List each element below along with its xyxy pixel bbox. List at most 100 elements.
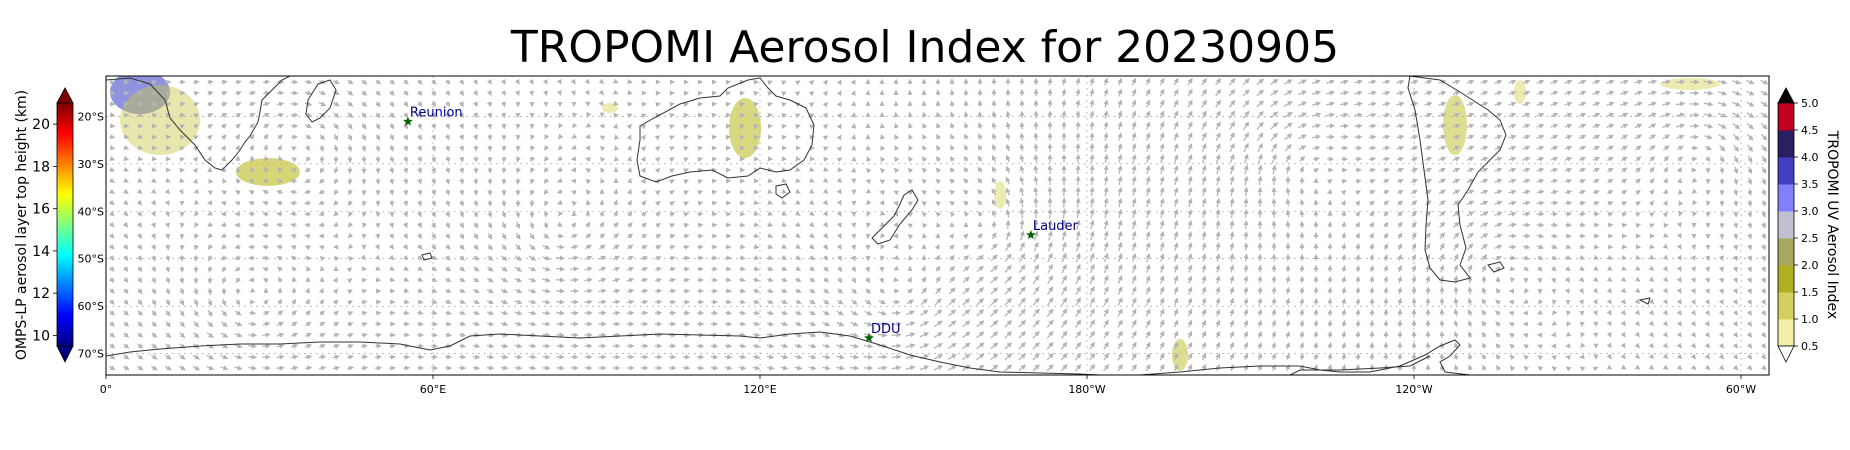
wind-arrow [584, 89, 590, 96]
wind-arrow [1439, 353, 1445, 360]
wind-arrow [1536, 112, 1545, 118]
wind-arrow [542, 332, 551, 338]
wind-arrow [1256, 89, 1265, 97]
wind-arrow [1592, 101, 1601, 107]
wind-arrow [613, 134, 619, 140]
wind-arrow [1061, 110, 1067, 119]
wind-arrow [1341, 275, 1347, 283]
wind-arrow [165, 222, 171, 229]
wind-arrow [1369, 156, 1377, 162]
wind-arrow [1228, 78, 1236, 86]
wind-arrow [375, 332, 382, 338]
wind-arrow [836, 90, 842, 97]
wind-arrow [837, 167, 843, 173]
wind-arrow [389, 123, 394, 130]
wind-arrow [290, 79, 299, 85]
wind-arrow [1033, 132, 1039, 141]
wind-arrow [304, 123, 313, 129]
wind-arrow [1703, 79, 1714, 85]
wind-arrow [556, 244, 565, 250]
wind-arrow [1368, 145, 1377, 151]
right-colorbar-upper-extend [1777, 87, 1795, 104]
wind-arrow [1705, 167, 1711, 174]
wind-arrow [1760, 90, 1769, 96]
wind-arrow [235, 102, 242, 107]
wind-arrow [291, 134, 298, 140]
wind-arrow [319, 123, 326, 129]
wind-arrow [1005, 219, 1011, 229]
wind-arrow [1075, 110, 1081, 119]
wind-arrow [1283, 111, 1293, 118]
right-colorbar-band [1778, 103, 1794, 131]
wind-arrow [556, 266, 566, 272]
wind-arrow [724, 343, 733, 349]
wind-arrow [1187, 99, 1193, 108]
wind-arrow [612, 310, 621, 316]
wind-arrow [375, 233, 381, 240]
wind-arrow [767, 80, 773, 86]
wind-arrow [1354, 123, 1363, 129]
wind-arrow [1340, 90, 1349, 96]
wind-arrow [1075, 175, 1081, 186]
wind-arrow [1579, 233, 1586, 239]
wind-arrow [472, 90, 478, 97]
wind-arrow [389, 112, 395, 119]
wind-arrow [403, 112, 409, 119]
wind-arrow [458, 79, 465, 85]
wind-arrow [780, 80, 787, 86]
wind-arrow [767, 112, 774, 118]
wind-arrow [430, 101, 437, 108]
wind-arrow [1508, 233, 1517, 239]
wind-arrow [221, 102, 228, 107]
wind-arrow [1283, 101, 1293, 107]
wind-arrow [612, 100, 619, 106]
wind-arrow [1256, 78, 1265, 86]
wind-arrow [375, 310, 382, 316]
wind-arrow [1620, 79, 1629, 85]
wind-arrow [235, 79, 242, 85]
wind-arrow [514, 90, 520, 97]
wind-arrow [822, 101, 828, 108]
wind-arrow [1159, 121, 1165, 130]
wind-arrow [739, 90, 746, 96]
wind-arrow [1131, 88, 1137, 97]
wind-arrow [472, 101, 478, 108]
wind-arrow [1326, 112, 1336, 118]
wind-arrow [767, 178, 774, 184]
wind-arrow [893, 122, 900, 129]
wind-arrow [543, 112, 549, 119]
wind-arrow [1438, 90, 1447, 96]
wind-arrow [1592, 112, 1601, 118]
wind-arrow [472, 79, 478, 85]
wind-arrow [626, 321, 635, 327]
right-colorbar-tick-label: 4.0 [1801, 151, 1819, 164]
wind-arrow [445, 354, 453, 360]
wind-arrow [249, 102, 256, 107]
wind-arrow [458, 112, 464, 119]
wind-arrow [556, 288, 565, 294]
wind-arrow [248, 321, 257, 327]
wind-arrow [514, 354, 523, 360]
wind-arrow [234, 211, 241, 217]
lat-tick-label: 20°S [78, 110, 104, 123]
right-colorbar-tick-label: 4.5 [1801, 124, 1819, 137]
wind-arrow [725, 277, 732, 283]
wind-arrow [375, 79, 382, 85]
wind-arrow [1368, 101, 1377, 107]
wind-arrow [724, 365, 733, 371]
wind-arrow [347, 123, 353, 130]
wind-arrow [1383, 308, 1389, 316]
wind-arrow [318, 222, 325, 228]
wind-arrow [1313, 221, 1319, 228]
wind-arrow [572, 122, 578, 129]
wind-arrow [850, 90, 856, 96]
wind-arrow [936, 122, 941, 129]
wind-arrow [417, 112, 422, 119]
wind-arrow [207, 90, 214, 96]
wind-arrow [725, 288, 732, 294]
wind-arrow [1523, 277, 1529, 284]
wind-arrow [1242, 89, 1250, 97]
wind-arrow [683, 277, 690, 283]
wind-arrow [1047, 77, 1053, 86]
wind-arrow [1731, 90, 1742, 96]
